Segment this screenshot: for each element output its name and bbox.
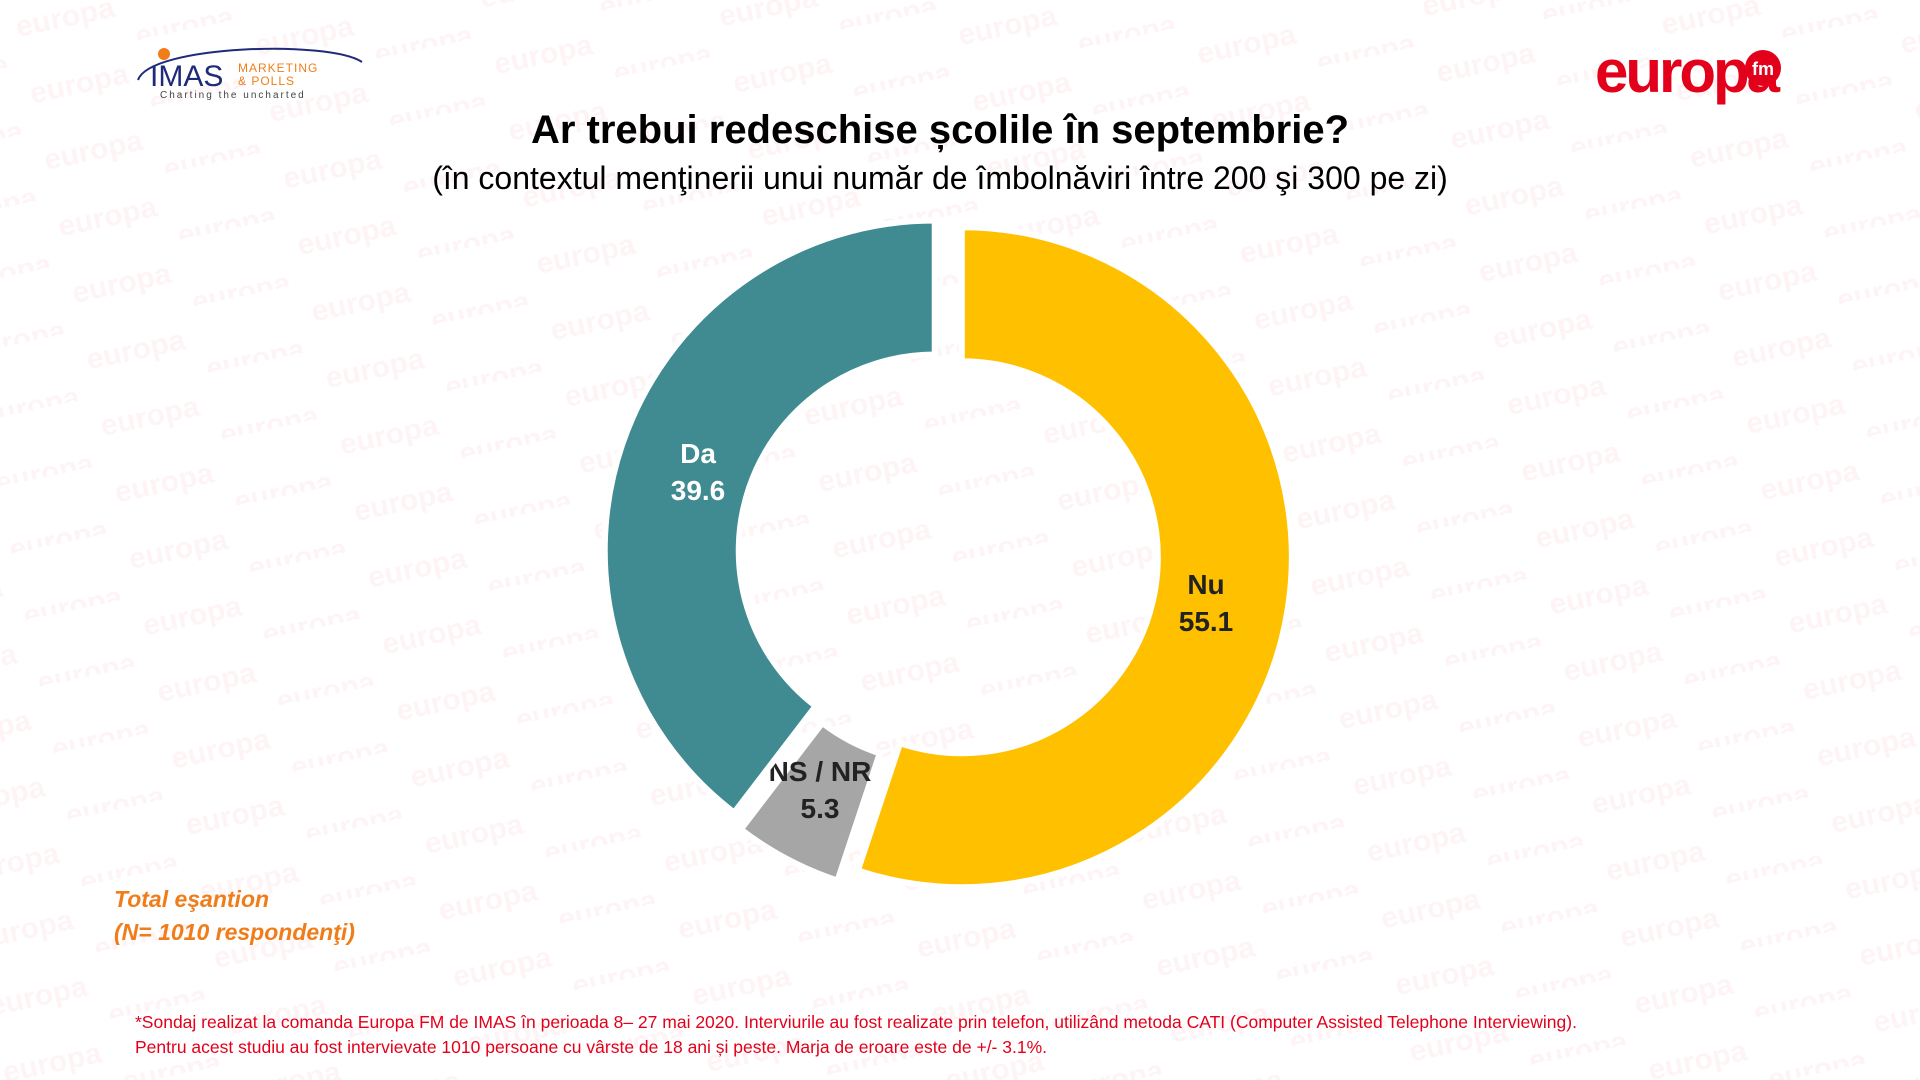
footnote-line-1: *Sondaj realizat la comanda Europa FM de… (135, 1012, 1577, 1032)
slice-ns-nr (736, 718, 884, 885)
slice-nu (854, 224, 1295, 891)
slice-value-text: 5.3 (801, 793, 840, 824)
footnote-line-2: Pentru acest studiu au fost intervievate… (135, 1037, 1047, 1057)
slice-label-text: Da (680, 438, 716, 469)
slice-da (601, 217, 938, 817)
footnote: *Sondaj realizat la comanda Europa FM de… (135, 1010, 1577, 1060)
svg-text:fm: fm (1752, 59, 1774, 79)
europa-fm-logo: europa fm (1595, 40, 1784, 105)
svg-text:& POLLS: & POLLS (238, 74, 295, 88)
svg-text:IMAS: IMAS (150, 60, 223, 93)
chart-subtitle: (în contextul menţinerii unui număr de î… (432, 160, 1448, 196)
sample-size: (N= 1010 respondenţi) (114, 919, 355, 945)
svg-text:Charting the uncharted: Charting the uncharted (160, 90, 306, 100)
slice-value-text: 55.1 (1179, 606, 1234, 637)
chart-title: Ar trebui redeschise școlile în septembr… (530, 108, 1350, 152)
sample-label: Total eşantion (114, 886, 270, 912)
slice-label-text: Nu (1187, 569, 1224, 600)
imas-logo: IMAS MARKETING & POLLS Charting the unch… (137, 47, 363, 100)
slice-value-text: 39.6 (671, 475, 726, 506)
svg-text:MARKETING: MARKETING (238, 61, 318, 75)
slice-label-text: NS / NR (769, 756, 872, 787)
sample-info: Total eşantion (N= 1010 respondenţi) (114, 883, 355, 949)
